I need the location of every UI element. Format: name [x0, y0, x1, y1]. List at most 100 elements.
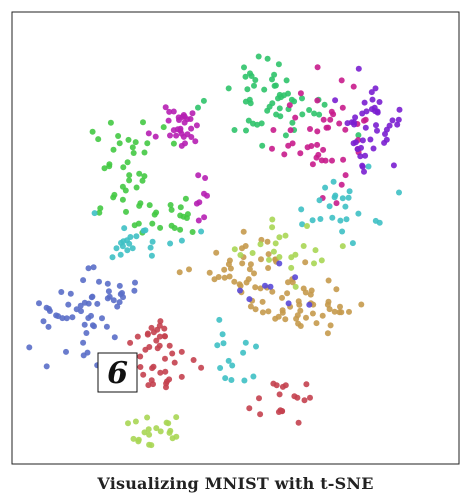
scatter-point: [237, 282, 244, 289]
scatter-point: [225, 357, 232, 364]
scatter-point: [63, 315, 70, 322]
scatter-point: [132, 139, 139, 146]
scatter-point: [396, 106, 403, 113]
scatter-point: [292, 283, 299, 290]
scatter-point: [336, 309, 343, 316]
scatter-point: [376, 99, 383, 105]
scatter-point: [120, 294, 126, 301]
scatter-point: [136, 202, 143, 209]
scatter-point: [362, 124, 369, 131]
scatter-point: [201, 214, 208, 221]
scatter-point: [291, 393, 298, 400]
scatter-point: [246, 405, 253, 412]
scatter-point: [114, 303, 121, 310]
scatter-point: [148, 252, 155, 259]
scatter-point: [389, 117, 396, 124]
scatter-point: [359, 110, 366, 117]
scatter-point: [256, 395, 262, 402]
scatter-point: [40, 318, 47, 325]
scatter-point: [358, 301, 365, 308]
scatter-point: [333, 286, 340, 293]
scatter-point: [91, 210, 98, 217]
scatter-point: [322, 157, 329, 164]
scatter-point: [270, 248, 277, 255]
scatter-point: [141, 173, 148, 180]
scatter-point: [243, 279, 250, 286]
scatter-point: [219, 331, 226, 338]
scatter-point: [148, 442, 155, 449]
scatter-point: [332, 192, 339, 199]
scatter-point: [337, 217, 344, 224]
scatter-point: [319, 312, 326, 319]
scatter-point: [264, 55, 271, 62]
scatter-point: [134, 333, 141, 340]
scatter-point: [276, 105, 283, 112]
scatter-point: [327, 322, 334, 329]
scatter-point: [147, 244, 154, 251]
scatter-point: [247, 70, 253, 77]
scatter-point: [285, 300, 292, 307]
scatter-point: [169, 350, 176, 357]
scatter-point: [157, 318, 164, 325]
scatter-point: [395, 116, 402, 123]
scatter-point: [285, 279, 291, 286]
scatter-point: [269, 224, 276, 231]
scatter-point: [162, 355, 168, 362]
scatter-point: [161, 333, 168, 340]
digit-glyph: 6: [107, 356, 128, 391]
scatter-point: [285, 90, 291, 97]
scatter-point: [259, 142, 266, 149]
scatter-point: [367, 136, 374, 143]
scatter-point: [383, 126, 390, 133]
scatter-point: [285, 142, 292, 149]
scatter-point: [342, 126, 349, 133]
scatter-point: [177, 212, 184, 219]
scatter-point: [339, 228, 346, 235]
scatter-point: [372, 217, 379, 224]
scatter-point: [229, 362, 236, 369]
scatter-point: [127, 339, 134, 346]
scatter-point: [343, 216, 350, 223]
scatter-point: [211, 276, 218, 283]
scatter-point: [281, 151, 288, 158]
scatter-point: [107, 119, 114, 126]
scatter-point: [250, 373, 257, 380]
scatter-point: [171, 225, 178, 231]
scatter-point: [99, 315, 105, 322]
scatter-point: [225, 85, 232, 92]
scatter-point: [177, 226, 184, 233]
scatter-point: [186, 266, 192, 273]
scatter-point: [355, 132, 362, 139]
scatter-point: [329, 157, 335, 164]
scatter-point: [135, 436, 142, 443]
scatter-point: [320, 146, 327, 153]
scatter-point: [78, 308, 84, 315]
scatter-point: [269, 76, 275, 83]
scatter-point: [370, 145, 377, 152]
scatter-point: [324, 301, 331, 308]
scatter-point: [167, 240, 174, 247]
scatter-point: [135, 220, 142, 227]
scatter-point: [240, 349, 247, 356]
scatter-point: [195, 217, 202, 224]
scatter-point: [80, 339, 87, 346]
scatter-point: [299, 221, 306, 228]
scatter-point: [153, 425, 160, 432]
scatter-point: [352, 139, 359, 146]
scatter-point: [372, 85, 379, 92]
scatter-point: [189, 110, 196, 117]
scatter-point: [316, 111, 323, 118]
scatter-point: [146, 431, 153, 438]
scatter-point: [365, 163, 372, 170]
scatter-point: [314, 128, 321, 135]
scatter-point: [275, 313, 282, 320]
scatter-point: [181, 119, 188, 126]
scatter-point: [81, 321, 88, 328]
scatter-point: [65, 301, 72, 308]
scatter-point: [307, 291, 314, 298]
scatter-point: [257, 241, 264, 248]
scatter-point: [165, 420, 172, 427]
scatter-point: [141, 149, 148, 156]
scatter-point: [298, 206, 305, 213]
scatter-point: [394, 121, 401, 128]
